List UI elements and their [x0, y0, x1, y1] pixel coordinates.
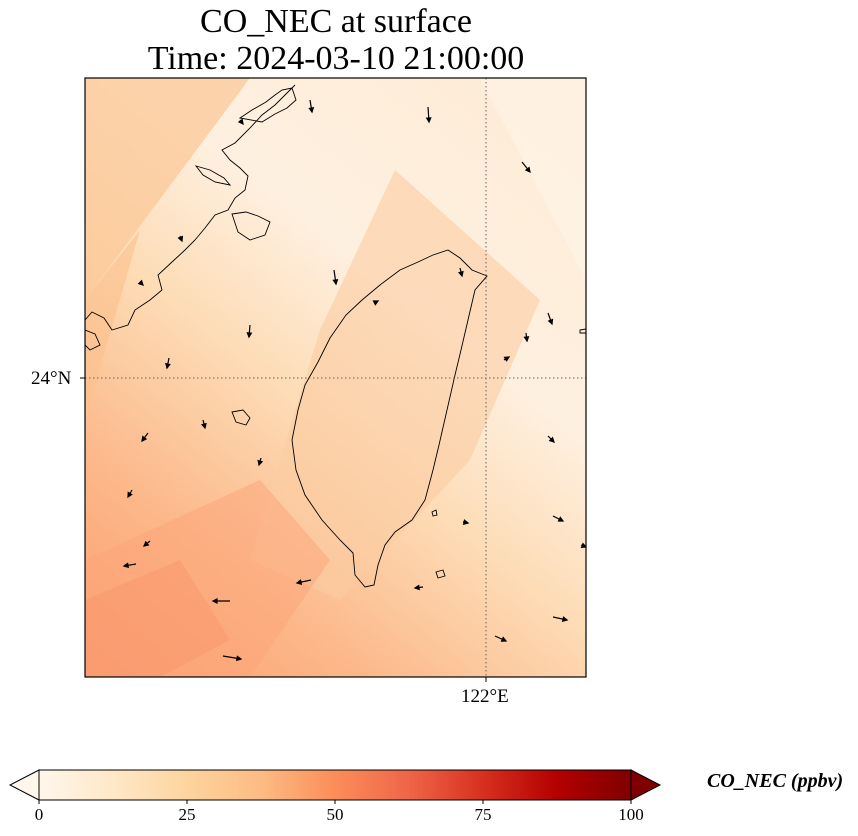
- gridlines: [85, 78, 586, 677]
- wind-arrow-head: [523, 336, 530, 343]
- map-frame: [84, 77, 587, 678]
- wind-arrow-head: [462, 519, 470, 526]
- wind-vectors: [122, 99, 586, 662]
- concentration-field: [85, 78, 586, 677]
- wind-arrow-head: [257, 459, 264, 467]
- wind-arrow-head: [127, 491, 133, 499]
- wind-arrow-head: [308, 106, 315, 114]
- colorbar-min-extend: [8, 769, 40, 801]
- china-coastline: [85, 84, 296, 331]
- lat-tick-label: 24°N: [31, 368, 72, 389]
- wind-arrow-head: [561, 616, 569, 622]
- wind-arrow-head: [122, 562, 130, 569]
- wind-arrow-head: [524, 166, 531, 174]
- colorbar-tick-0: 0: [34, 805, 44, 824]
- wind-arrow-head: [295, 579, 303, 585]
- lon-tick-label: 122°E: [461, 686, 509, 707]
- wind-arrow-head: [201, 422, 207, 430]
- colorbar-tick-25: 25: [178, 805, 196, 824]
- wind-arrow-head: [237, 118, 244, 126]
- wind-arrow-head: [458, 270, 464, 278]
- wind-arrow-head: [246, 332, 253, 339]
- axis-ticks: [80, 377, 487, 682]
- wind-arrow-head: [164, 362, 171, 370]
- wind-arrow-head: [177, 235, 184, 243]
- wind-arrow-head: [332, 279, 339, 286]
- colorbar-tick-50: 50: [326, 805, 344, 824]
- plot-title-line1: CO_NEC at surface: [200, 3, 472, 40]
- wind-arrow-head: [137, 279, 144, 286]
- coastlines: [85, 84, 586, 588]
- wind-arrow-head: [235, 655, 243, 662]
- wind-arrow-head: [557, 516, 565, 522]
- colorbar-max-extend: [630, 769, 662, 801]
- colorbar: [8, 769, 662, 804]
- wind-arrow-head: [548, 436, 555, 443]
- taiwan-coastline: [291, 249, 488, 588]
- wind-arrow-head: [142, 540, 150, 547]
- wind-arrow-head: [503, 356, 511, 362]
- wind-arrow-head: [141, 435, 148, 443]
- plot-title-line2: Time: 2024-03-10 21:00:00: [147, 40, 525, 77]
- colorbar-ticks: [38, 800, 632, 804]
- wind-arrow-head: [547, 318, 554, 326]
- colorbar-tick-100: 100: [618, 805, 644, 824]
- wind-arrow-head: [413, 584, 420, 591]
- wind-arrow-head: [372, 300, 380, 306]
- colorbar-tick-75: 75: [474, 805, 492, 824]
- wind-arrow-head: [580, 542, 586, 549]
- wind-arrow-head: [500, 636, 508, 642]
- wind-arrow-head: [425, 117, 432, 124]
- colorbar-label: CO_NEC (ppbv): [707, 770, 844, 792]
- colorbar-gradient: [38, 769, 632, 801]
- wind-arrow-head: [211, 598, 218, 604]
